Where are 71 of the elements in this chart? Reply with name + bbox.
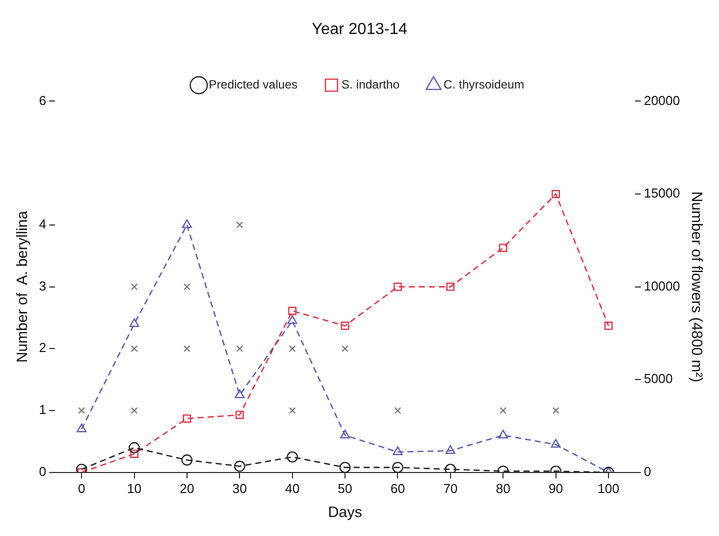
point (76, 423, 87, 432)
x-tick-label: 70 (443, 480, 458, 496)
x-tick-label: 80 (496, 480, 510, 496)
point (498, 244, 508, 252)
point (128, 442, 140, 454)
y-tick-label: 0 (38, 464, 46, 479)
y2-tick-label: 10000 (644, 278, 680, 294)
point (130, 345, 138, 352)
point (129, 318, 140, 328)
x-tick-label: 20 (180, 480, 194, 496)
x-tick-label: 30 (232, 480, 247, 496)
y-tick-label: 4 (38, 216, 46, 232)
point (181, 454, 193, 466)
point (552, 407, 560, 414)
point (394, 407, 402, 414)
y2-tick-label: 15000 (644, 186, 680, 201)
point (182, 414, 192, 423)
point (394, 282, 402, 291)
y2-tick-label: 5000 (644, 371, 673, 386)
point (500, 407, 507, 414)
y2-axis-title: Number of flowers (4800 m²) (688, 191, 705, 382)
y2-tick-label: 0 (644, 464, 652, 479)
x-tick-label: 60 (390, 480, 405, 496)
point (288, 407, 296, 414)
point (552, 190, 560, 198)
point (234, 389, 245, 398)
x-tick-label: 100 (598, 480, 620, 496)
y-axis-title: Number of A. beryllina (14, 210, 32, 363)
point (392, 446, 403, 456)
y2-tick-label: 20000 (644, 92, 680, 108)
point (76, 464, 88, 472)
point (340, 430, 350, 438)
point (444, 464, 456, 472)
point (287, 315, 298, 324)
point (236, 222, 244, 228)
point (234, 460, 246, 472)
point (130, 283, 138, 290)
y-tick-label: 2 (38, 340, 46, 356)
x-axis-title: Days (328, 504, 362, 522)
y-tick-label: 3 (38, 278, 46, 294)
x-tick-label: 0 (78, 480, 86, 496)
y-tick-label: 1 (38, 402, 46, 418)
point (286, 451, 298, 463)
point (446, 282, 455, 291)
x-tick-label: 40 (285, 480, 300, 496)
point (604, 322, 613, 330)
point (445, 445, 456, 454)
point (339, 462, 351, 472)
point (184, 345, 190, 352)
y-tick-label: 6 (38, 92, 46, 108)
point (184, 283, 190, 290)
x-tick-label: 10 (127, 480, 142, 496)
point (498, 430, 508, 438)
point (78, 407, 86, 414)
point (236, 345, 244, 352)
point (288, 306, 296, 316)
point (342, 345, 348, 352)
point (340, 322, 350, 330)
x-tick-label: 50 (338, 480, 352, 496)
point (130, 407, 138, 414)
point (182, 219, 192, 228)
point (392, 462, 404, 472)
legend-label: S. indartho (341, 78, 400, 92)
point (550, 438, 561, 448)
chart-title: Year 2013-14 (312, 21, 408, 38)
x-tick-label: 90 (548, 480, 564, 496)
legend-label: Predicted values (208, 78, 298, 92)
legend-label: C. thyrsoideum (444, 78, 524, 92)
point (130, 450, 138, 458)
point (236, 410, 244, 419)
point (288, 345, 296, 352)
